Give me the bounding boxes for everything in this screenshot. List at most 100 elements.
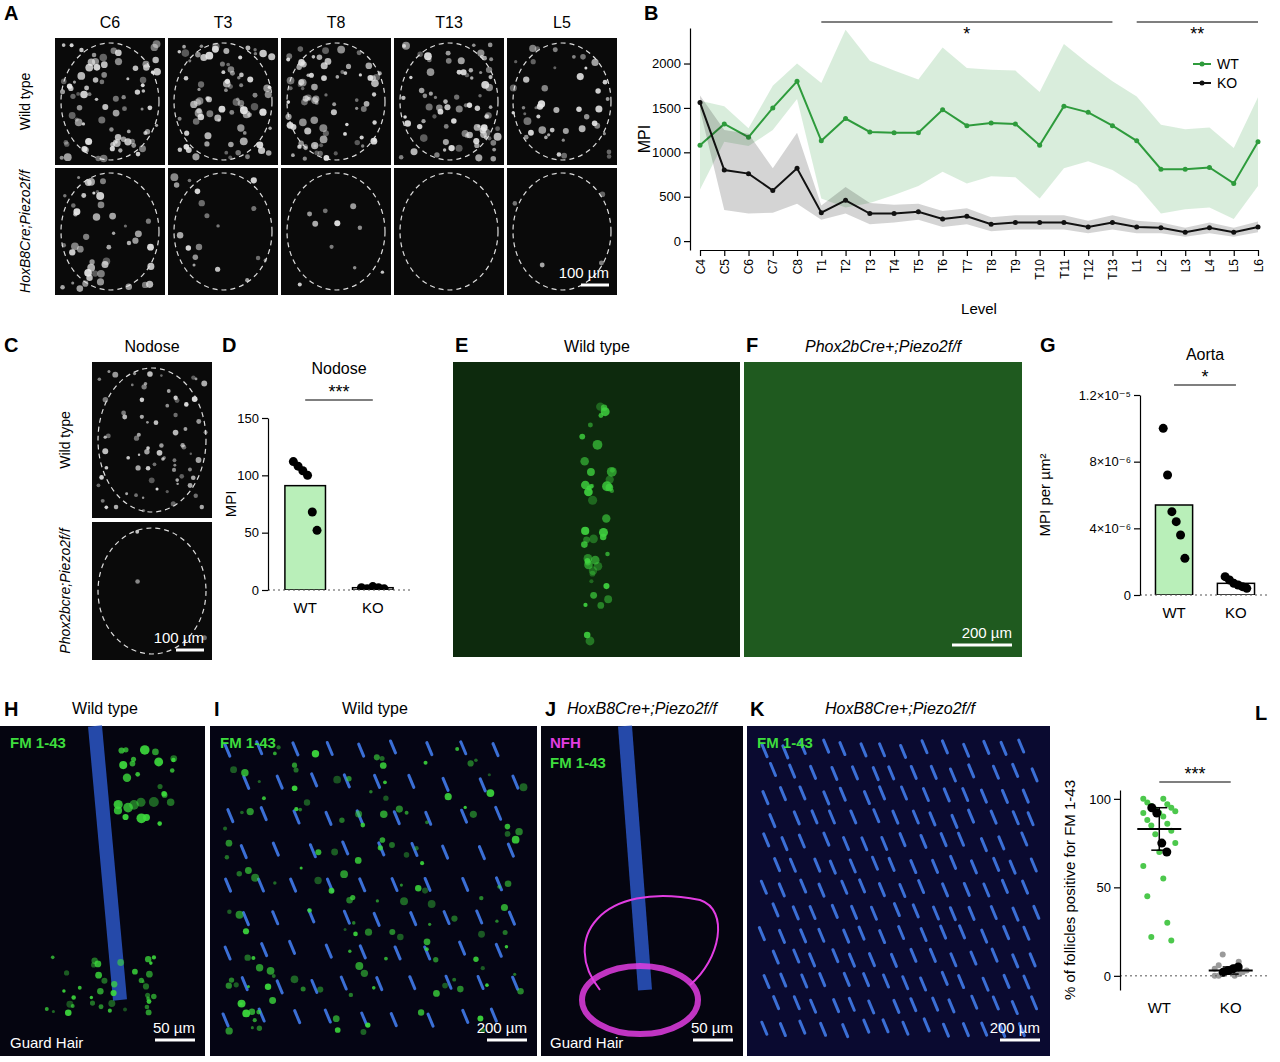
- tick-label: WT: [294, 599, 317, 616]
- significance: *: [1201, 367, 1208, 387]
- cell: [126, 77, 129, 80]
- cell: [312, 55, 316, 59]
- cell: [602, 514, 610, 522]
- cell: [225, 1027, 232, 1034]
- hair: [959, 976, 964, 988]
- cell: [520, 783, 528, 791]
- cell: [576, 107, 581, 112]
- cell: [397, 934, 404, 941]
- tick-mark: [724, 250, 725, 256]
- y-tick: 0: [1104, 969, 1120, 984]
- cell: [300, 866, 303, 869]
- cell: [108, 1000, 115, 1007]
- hair: [394, 812, 399, 824]
- cell: [289, 86, 293, 90]
- cell: [319, 143, 323, 147]
- hair: [850, 860, 855, 872]
- cell: [104, 436, 107, 439]
- cell: [100, 80, 105, 85]
- x-tick: T9: [1009, 250, 1023, 273]
- x-tick: L4: [1203, 250, 1217, 272]
- cell: [443, 99, 448, 104]
- hair: [344, 911, 349, 923]
- cell: [505, 880, 512, 887]
- column-label: T13: [435, 14, 463, 31]
- cell: [77, 72, 85, 80]
- tick-label: L5: [1227, 259, 1241, 273]
- cell: [223, 48, 229, 54]
- cell: [143, 814, 150, 821]
- micrograph: [281, 38, 391, 165]
- cell: [234, 982, 239, 987]
- cell: [276, 745, 280, 749]
- cell: [51, 956, 55, 960]
- cell: [598, 413, 603, 418]
- cell: [97, 483, 101, 487]
- data-point: [989, 121, 994, 126]
- hair: [1024, 927, 1029, 939]
- cell: [360, 135, 364, 139]
- cell: [99, 475, 104, 480]
- hair: [964, 883, 969, 895]
- data-point: [843, 198, 848, 203]
- tick-label: 1.2×10⁻⁵: [1079, 388, 1131, 403]
- cell: [196, 108, 201, 113]
- y-tick: 0: [674, 234, 690, 249]
- x-tick: C8: [791, 250, 805, 274]
- hair: [1013, 955, 1018, 967]
- cell: [455, 747, 459, 751]
- tick-label: 0: [1104, 969, 1111, 984]
- cell: [257, 1026, 262, 1031]
- row-label: HoxB8Cre;Piezo2f/f: [17, 168, 33, 293]
- tick-label: 2000: [652, 56, 681, 71]
- hair: [923, 789, 928, 801]
- cell: [141, 107, 144, 110]
- tick-label: T7: [961, 259, 975, 273]
- legend-label: WT: [1217, 56, 1239, 72]
- y-tick: 8×10⁻⁶: [1090, 454, 1141, 469]
- cell: [236, 911, 244, 919]
- cell: [265, 984, 271, 990]
- hair: [943, 884, 948, 896]
- cell: [346, 897, 353, 904]
- data-point: [722, 168, 727, 173]
- scale-bar-label: 50 µm: [153, 1019, 195, 1036]
- hair: [360, 946, 365, 958]
- cell: [424, 938, 431, 945]
- cell: [157, 784, 162, 789]
- micrograph: [744, 362, 1022, 657]
- hair: [944, 789, 949, 801]
- cell: [192, 153, 199, 160]
- hair: [477, 911, 482, 923]
- cell: [175, 398, 180, 403]
- hair: [971, 952, 976, 964]
- hair: [1030, 954, 1035, 966]
- cell: [494, 133, 502, 141]
- cell: [256, 1010, 261, 1015]
- panel-a: AC6T3T8T13L5Wild typeHoxB8Cre;Piezo2f/f1…: [4, 2, 617, 295]
- y-axis: 050100150: [237, 411, 268, 598]
- cell: [380, 811, 387, 818]
- cell: [589, 484, 594, 489]
- hair: [832, 767, 837, 779]
- cell: [70, 43, 74, 47]
- cell: [355, 857, 362, 864]
- cell: [71, 1004, 75, 1008]
- cell: [474, 124, 481, 131]
- cell: [226, 982, 232, 988]
- cell: [220, 61, 225, 66]
- outline: [400, 43, 498, 160]
- cell: [243, 111, 251, 119]
- hair: [771, 763, 776, 775]
- cell: [237, 124, 244, 131]
- cell: [365, 929, 372, 936]
- x-tick: WT: [294, 590, 317, 616]
- hair: [830, 861, 835, 873]
- cell: [434, 96, 437, 99]
- panel-letter: I: [214, 698, 220, 720]
- micrograph: [168, 38, 278, 165]
- hair: [924, 1019, 929, 1031]
- tick-mark: [700, 250, 701, 256]
- micrograph: [541, 726, 743, 1056]
- cell: [505, 945, 508, 948]
